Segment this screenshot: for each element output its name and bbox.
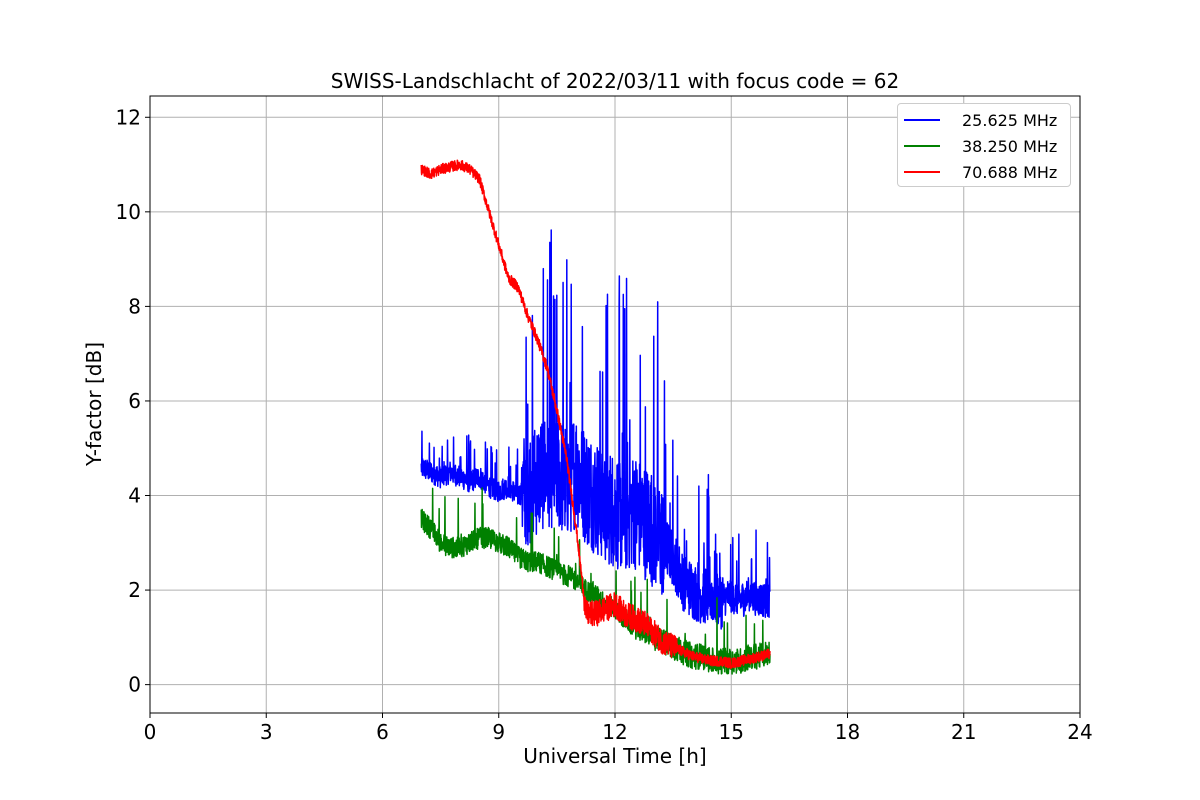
series-1 xyxy=(420,487,771,675)
x-tick-label: 18 xyxy=(835,720,860,744)
y-tick-label: 0 xyxy=(128,673,141,697)
series-2 xyxy=(420,159,771,670)
x-tick-label: 21 xyxy=(951,720,976,744)
legend-label: 38.250 MHz xyxy=(962,136,1058,156)
x-axis-label: Universal Time [h] xyxy=(523,744,706,768)
x-tick-label: 0 xyxy=(144,720,157,744)
y-tick-label: 2 xyxy=(128,578,141,602)
y-tick-label: 6 xyxy=(128,389,141,413)
legend-entry-38250: 38.250 MHz xyxy=(904,133,1057,159)
x-tick-label: 3 xyxy=(260,720,273,744)
series-layer xyxy=(420,159,771,675)
x-tick-label: 9 xyxy=(492,720,505,744)
legend-entry-70688: 70.688 MHz xyxy=(904,159,1057,185)
y-tick-label: 4 xyxy=(128,484,141,508)
chart-title: SWISS-Landschlacht of 2022/03/11 with fo… xyxy=(331,69,899,93)
x-tick-label: 24 xyxy=(1067,720,1092,744)
series-line xyxy=(420,487,771,675)
legend-label: 70.688 MHz xyxy=(962,162,1058,182)
y-tick-label: 8 xyxy=(128,294,141,318)
legend-entry-25625: 25.625 MHz xyxy=(904,107,1057,133)
x-tick-label: 6 xyxy=(376,720,389,744)
legend-swatch-red xyxy=(904,171,940,173)
y-tick-label: 10 xyxy=(116,200,141,224)
legend-swatch-green xyxy=(904,145,940,147)
legend-swatch-blue xyxy=(904,119,940,121)
x-tick-label: 15 xyxy=(719,720,744,744)
y-axis-label: Y-factor [dB] xyxy=(82,342,106,467)
legend: 25.625 MHz 38.250 MHz 70.688 MHz xyxy=(897,103,1071,187)
series-0 xyxy=(420,229,771,630)
series-line xyxy=(420,229,771,630)
x-tick-label: 12 xyxy=(602,720,627,744)
y-tick-label: 12 xyxy=(116,105,141,129)
legend-label: 25.625 MHz xyxy=(962,110,1058,130)
series-line xyxy=(420,159,771,670)
